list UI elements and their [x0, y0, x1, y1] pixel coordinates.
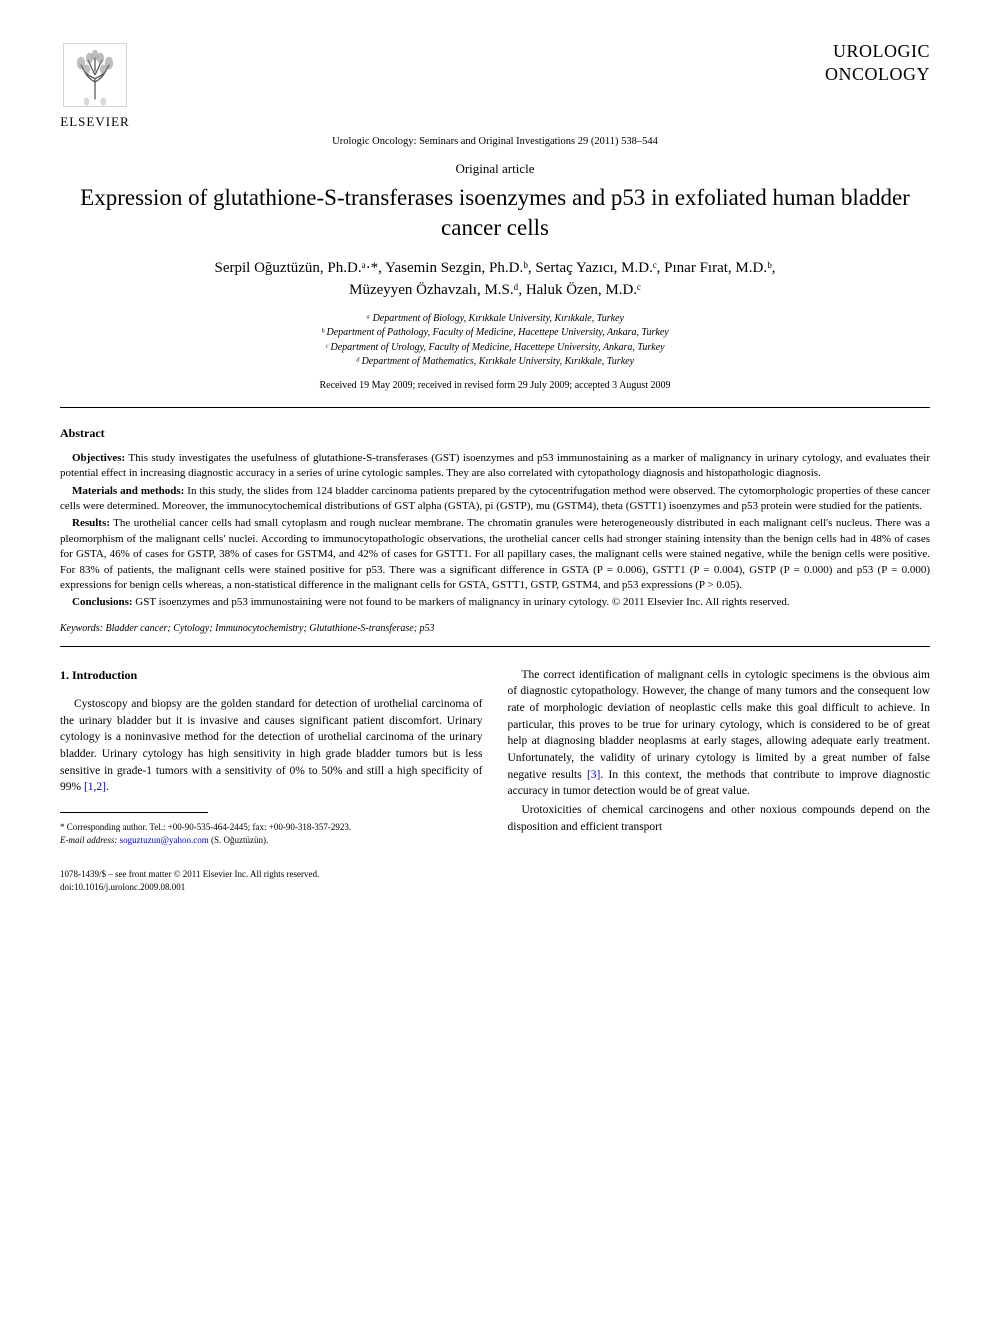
objectives-label: Objectives:: [72, 452, 125, 464]
affiliation-d: ᵈ Department of Mathematics, Kırıkkale U…: [60, 355, 930, 370]
journal-title-line2: ONCOLOGY: [825, 63, 930, 86]
affiliation-b: ᵇ Department of Pathology, Faculty of Me…: [60, 326, 930, 341]
ref-link-3[interactable]: [3]: [587, 769, 600, 781]
article-type: Original article: [60, 161, 930, 177]
abstract-methods: Materials and methods: In this study, th…: [60, 484, 930, 515]
footnote-block: * Corresponding author. Tel.: +00-90-535…: [60, 821, 483, 846]
affiliation-a: ᵃ Department of Biology, Kırıkkale Unive…: [60, 312, 930, 327]
keywords-line: Keywords: Bladder cancer; Cytology; Immu…: [60, 623, 930, 634]
methods-text: In this study, the slides from 124 bladd…: [60, 485, 930, 512]
divider-line-2: [60, 646, 930, 647]
abstract-objectives: Objectives: This study investigates the …: [60, 451, 930, 482]
intro-text-1b: .: [106, 781, 109, 793]
conclusions-label: Conclusions:: [72, 596, 133, 608]
divider-line: [60, 407, 930, 408]
page-header: ELSEVIER UROLOGIC ONCOLOGY: [60, 40, 930, 130]
intro-text-1a: Cystoscopy and biopsy are the golden sta…: [60, 698, 483, 793]
right-text-1a: The correct identification of malignant …: [508, 669, 931, 781]
objectives-text: This study investigates the usefulness o…: [60, 452, 930, 479]
intro-para-1: Cystoscopy and biopsy are the golden sta…: [60, 696, 483, 796]
affiliations-block: ᵃ Department of Biology, Kırıkkale Unive…: [60, 312, 930, 370]
doi-line: doi:10.1016/j.urolonc.2009.08.001: [60, 881, 930, 894]
citation-line: Urologic Oncology: Seminars and Original…: [60, 136, 930, 147]
article-dates: Received 19 May 2009; received in revise…: [60, 380, 930, 391]
authors-block: Serpil Oğuztüzün, Ph.D.ᵃ·*, Yasemin Sezg…: [60, 257, 930, 302]
email-line: E-mail address: soguztuzun@yahoo.com (S.…: [60, 834, 483, 847]
email-suffix: (S. Oğuztüzün).: [209, 835, 269, 845]
keywords-label: Keywords:: [60, 623, 103, 634]
authors-line1: Serpil Oğuztüzün, Ph.D.ᵃ·*, Yasemin Sezg…: [60, 257, 930, 280]
publisher-name: ELSEVIER: [60, 114, 129, 130]
right-para-1: The correct identification of malignant …: [508, 667, 931, 800]
email-label: E-mail address:: [60, 835, 120, 845]
results-label: Results:: [72, 517, 110, 529]
bottom-matter: 1078-1439/$ – see front matter © 2011 El…: [60, 868, 930, 893]
right-para-2: Urotoxicities of chemical carcinogens an…: [508, 802, 931, 835]
corresponding-author: * Corresponding author. Tel.: +00-90-535…: [60, 821, 483, 834]
abstract-heading: Abstract: [60, 426, 930, 441]
elsevier-tree-icon: [60, 40, 130, 110]
email-address[interactable]: soguztuzun@yahoo.com: [120, 835, 209, 845]
right-column: The correct identification of malignant …: [508, 667, 931, 847]
abstract-conclusions: Conclusions: GST isoenzymes and p53 immu…: [60, 595, 930, 610]
conclusions-text: GST isoenzymes and p53 immunostaining we…: [133, 596, 790, 608]
journal-title: UROLOGIC ONCOLOGY: [825, 40, 930, 85]
intro-heading: 1. Introduction: [60, 667, 483, 684]
abstract-results: Results: The urothelial cancer cells had…: [60, 516, 930, 593]
methods-label: Materials and methods:: [72, 485, 184, 497]
journal-title-line1: UROLOGIC: [825, 40, 930, 63]
article-title: Expression of glutathione-S-transferases…: [60, 183, 930, 243]
results-text: The urothelial cancer cells had small cy…: [60, 517, 930, 591]
ref-link-1-2[interactable]: [1,2]: [84, 781, 106, 793]
body-columns: 1. Introduction Cystoscopy and biopsy ar…: [60, 667, 930, 847]
affiliation-c: ᶜ Department of Urology, Faculty of Medi…: [60, 341, 930, 356]
left-column: 1. Introduction Cystoscopy and biopsy ar…: [60, 667, 483, 847]
keywords-text: Bladder cancer; Cytology; Immunocytochem…: [103, 623, 435, 634]
publisher-logo-block: ELSEVIER: [60, 40, 130, 130]
authors-line2: Müzeyyen Özhavzalı, M.S.ᵈ, Haluk Özen, M…: [60, 279, 930, 302]
front-matter-line: 1078-1439/$ – see front matter © 2011 El…: [60, 868, 930, 881]
footnote-divider: [60, 812, 208, 813]
